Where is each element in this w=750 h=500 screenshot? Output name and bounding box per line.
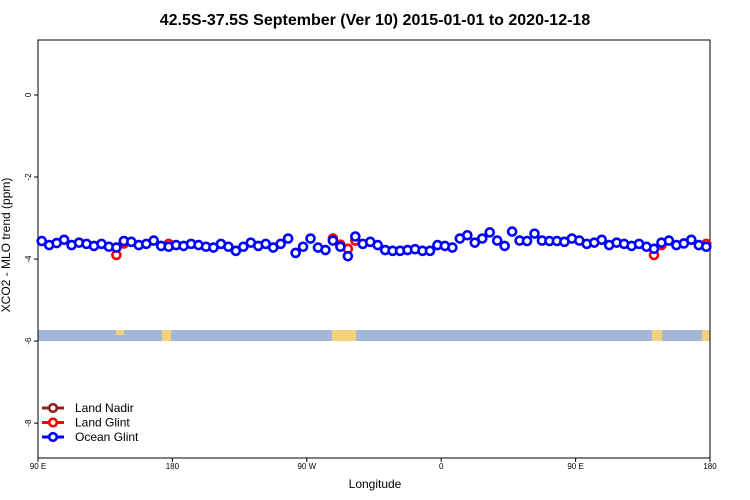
y-tick-label: -8 <box>24 419 33 427</box>
legend-marker <box>47 431 59 443</box>
data-point <box>275 238 286 250</box>
data-point <box>36 235 48 247</box>
land-band <box>116 330 124 335</box>
chart-title: 42.5S-37.5S September (Ver 10) 2015-01-0… <box>160 12 591 29</box>
data-point <box>529 228 540 239</box>
legend-label: Land Glint <box>75 416 130 430</box>
x-tick-label: 90 E <box>30 462 46 471</box>
data-point <box>305 233 316 244</box>
data-point <box>521 235 533 247</box>
data-point <box>282 233 294 244</box>
data-point <box>238 241 249 253</box>
data-point <box>342 250 354 262</box>
data-point <box>327 235 339 246</box>
land-band <box>162 330 171 341</box>
x-axis-label: Longitude <box>349 477 402 491</box>
legend-marker <box>47 402 59 414</box>
y-tick-label: -6 <box>24 337 33 345</box>
land-band <box>332 330 356 341</box>
data-point <box>476 233 488 244</box>
data-point <box>111 242 122 253</box>
data-point <box>663 235 675 246</box>
data-point <box>230 245 242 257</box>
data-point <box>447 242 458 253</box>
x-tick-label: 90 E <box>567 462 583 471</box>
y-tick-label: -4 <box>24 255 33 263</box>
data-point <box>506 226 518 237</box>
y-tick-label: 0 <box>24 92 33 97</box>
data-point <box>484 227 496 238</box>
data-point <box>648 243 660 255</box>
data-point <box>491 235 503 246</box>
data-point <box>462 229 473 241</box>
data-point <box>499 240 510 252</box>
legend-label: Land Nadir <box>75 401 134 415</box>
legend-label: Ocean Glint <box>75 430 139 444</box>
y-tick-label: -2 <box>24 173 33 181</box>
y-axis-label: XCO2 - MLO trend (ppm) <box>0 178 13 313</box>
data-point <box>297 241 309 253</box>
x-tick-label: 180 <box>703 462 717 471</box>
data-point <box>350 231 361 242</box>
legend-marker <box>47 417 59 428</box>
data-point <box>290 247 301 259</box>
land-band <box>652 330 662 341</box>
x-tick-label: 180 <box>166 462 180 471</box>
data-point <box>320 244 331 256</box>
ocean-band <box>38 330 710 341</box>
data-point <box>335 241 346 253</box>
land-band <box>702 330 710 341</box>
data-point <box>469 237 481 248</box>
data-point <box>596 234 608 246</box>
data-point <box>424 245 436 257</box>
x-tick-label: 90 W <box>297 462 316 471</box>
data-point <box>58 234 70 246</box>
surface-strip <box>38 330 710 341</box>
data-point <box>223 241 234 253</box>
data-point <box>700 241 712 253</box>
data-point <box>686 234 697 246</box>
x-tick-label: 0 <box>439 462 444 471</box>
data-point <box>372 239 384 251</box>
data-point <box>148 235 160 246</box>
